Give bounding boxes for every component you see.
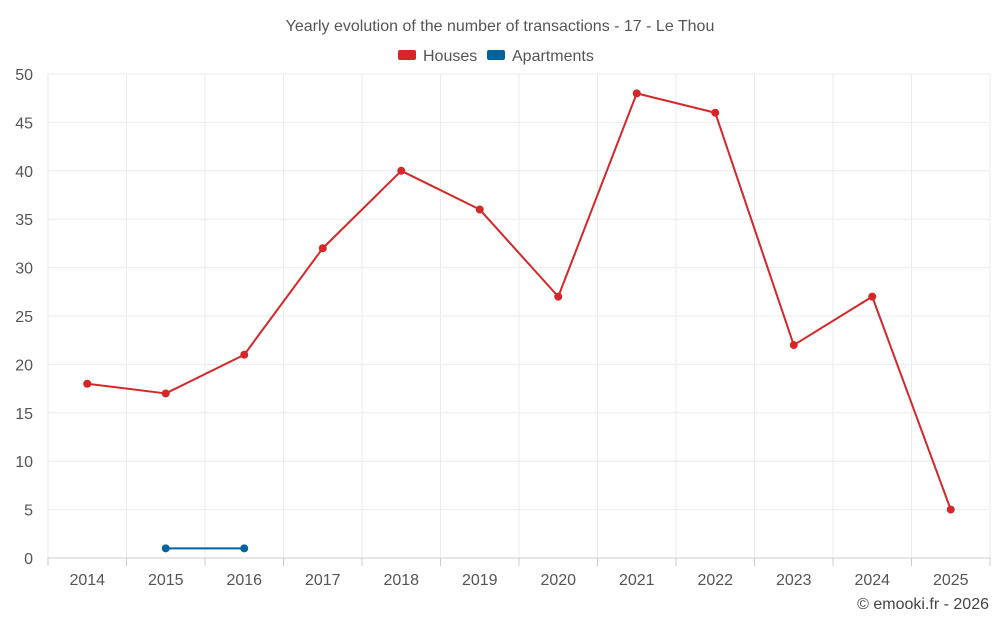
legend-item-apartments[interactable]: Apartments [487, 48, 594, 65]
legend-label: Houses [423, 48, 477, 65]
data-point-houses-2023[interactable] [789, 341, 798, 350]
y-tick-label: 0 [24, 551, 33, 568]
y-tick-label: 30 [15, 261, 33, 278]
chart-title: Yearly evolution of the number of transa… [286, 18, 715, 35]
x-tick-label: 2017 [305, 572, 341, 589]
x-tick-label: 2019 [462, 572, 498, 589]
data-point-houses-2014[interactable] [83, 379, 92, 388]
data-point-houses-2025[interactable] [946, 505, 955, 514]
y-axis-ticks: 0 5 10 15 20 25 30 35 40 45 50 [15, 67, 33, 568]
y-tick-label: 40 [15, 164, 33, 181]
data-point-apartments-2016[interactable] [240, 544, 249, 553]
y-tick-label: 20 [15, 357, 33, 374]
x-tick-label: 2021 [619, 572, 655, 589]
series-houses [83, 89, 955, 514]
y-tick-label: 10 [15, 454, 33, 471]
x-tick-label: 2024 [854, 572, 890, 589]
data-point-houses-2022[interactable] [711, 108, 720, 117]
series-line-houses [87, 92, 952, 510]
x-tick-label: 2025 [933, 572, 969, 589]
y-tick-label: 35 [15, 212, 33, 229]
x-tick-label: 2023 [776, 572, 812, 589]
legend-item-houses[interactable]: Houses [398, 48, 477, 65]
x-tick-label: 2014 [69, 572, 105, 589]
data-point-houses-2018[interactable] [397, 166, 406, 175]
credit-text: © emooki.fr - 2026 [857, 596, 989, 613]
y-tick-label: 50 [15, 67, 33, 84]
data-point-houses-2024[interactable] [868, 292, 877, 301]
data-point-apartments-2015[interactable] [161, 544, 170, 553]
legend-label: Apartments [512, 48, 594, 65]
y-tick-label: 5 [24, 503, 33, 520]
data-point-houses-2021[interactable] [632, 89, 641, 98]
data-point-houses-2020[interactable] [554, 292, 563, 301]
x-tick-label: 2020 [540, 572, 576, 589]
series-apartments [161, 544, 249, 553]
y-tick-label: 25 [15, 309, 33, 326]
x-tick-label: 2016 [226, 572, 262, 589]
x-tick-label: 2022 [697, 572, 733, 589]
data-point-houses-2017[interactable] [318, 244, 327, 253]
legend-swatch [487, 50, 505, 60]
x-tick-label: 2018 [383, 572, 419, 589]
series-layer [83, 89, 955, 553]
legend: Houses Apartments [398, 48, 594, 65]
x-tick-label: 2015 [148, 572, 184, 589]
x-axis-ticks: 2014 2015 2016 2017 2018 2019 2020 2021 2022 2023… [47, 558, 991, 589]
data-point-houses-2015[interactable] [161, 389, 170, 398]
y-tick-label: 15 [15, 406, 33, 423]
data-point-houses-2019[interactable] [475, 205, 484, 214]
legend-swatch [398, 50, 416, 60]
grid [47, 73, 991, 559]
y-tick-label: 45 [15, 115, 33, 132]
data-point-houses-2016[interactable] [240, 350, 249, 359]
